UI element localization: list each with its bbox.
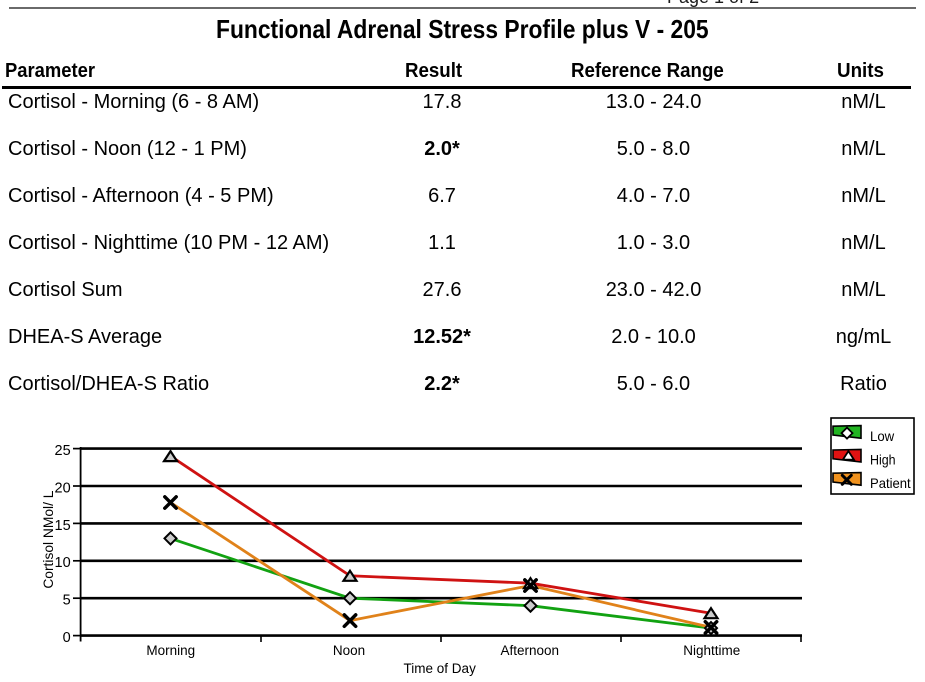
svg-text:Noon: Noon xyxy=(333,643,365,658)
svg-text:25: 25 xyxy=(55,443,71,459)
svg-text:10: 10 xyxy=(55,555,71,571)
svg-text:Afternoon: Afternoon xyxy=(501,643,560,658)
svg-text:Cortisol NMol/ L: Cortisol NMol/ L xyxy=(41,490,56,588)
svg-text:Morning: Morning xyxy=(146,643,195,658)
svg-text:0: 0 xyxy=(63,630,71,646)
svg-text:20: 20 xyxy=(55,480,71,496)
svg-text:Patient: Patient xyxy=(870,475,911,491)
svg-text:Nighttime: Nighttime xyxy=(683,643,740,658)
svg-text:Time of Day: Time of Day xyxy=(404,661,477,676)
svg-text:High: High xyxy=(870,452,896,468)
svg-text:Low: Low xyxy=(870,428,895,444)
svg-text:15: 15 xyxy=(55,518,71,534)
svg-text:5: 5 xyxy=(63,593,71,609)
